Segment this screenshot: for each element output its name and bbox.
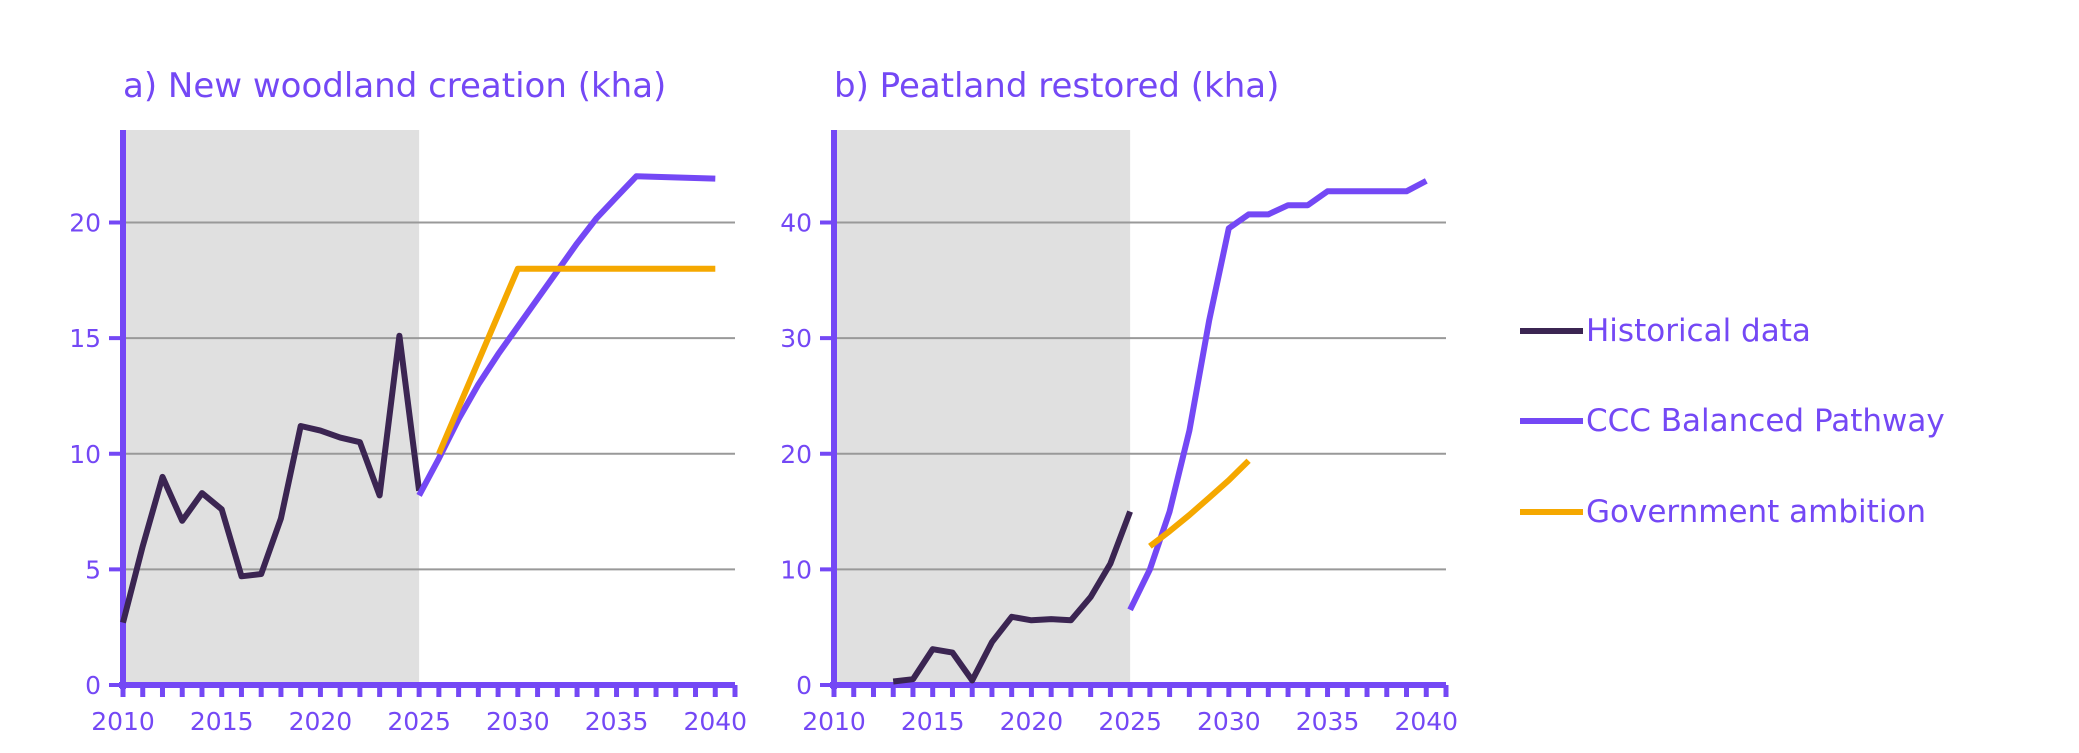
legend-label-historical: Historical data [1586,313,1811,349]
chart-title: b) Peatland restored (kha) [834,66,1279,106]
y-tick-label: 20 [780,440,812,469]
x-tick-label: 2020 [1000,707,1064,736]
y-tick-label: 30 [780,324,812,353]
y-tick-label: 40 [780,209,812,238]
historical-period-shading [123,130,420,685]
x-tick-label: 2030 [1197,707,1261,736]
y-tick-label: 10 [69,440,101,469]
series-line-ccc-woodland [416,173,716,497]
y-tick-label: 0 [796,671,812,700]
y-tick-label: 15 [69,324,101,353]
x-tick-label: 2025 [387,707,451,736]
y-tick-label: 10 [780,555,812,584]
x-tick-label: 2015 [190,707,254,736]
series-line-historical-peatland [892,510,1133,685]
legend-label-gov: Government ambition [1586,494,1926,530]
x-tick-label: 2040 [1394,707,1458,736]
legend-label-ccc: CCC Balanced Pathway [1586,403,1945,439]
x-tick-label: 2010 [802,707,866,736]
series-line-historical-woodland [120,332,423,624]
x-tick-label: 2010 [91,707,155,736]
y-tick-label: 0 [85,671,101,700]
x-tick-label: 2030 [486,707,550,736]
chart-title: a) New woodland creation (kha) [123,66,666,106]
y-tick-label: 5 [85,555,101,584]
series-line-ccc-peatland [1127,178,1428,612]
x-tick-label: 2035 [1296,707,1360,736]
panel-new-woodland: a) New woodland creation (kha)0510152020… [69,66,747,736]
series-line-gov-peatland [1148,458,1251,549]
x-tick-label: 2035 [585,707,649,736]
legend: Historical data CCC Balanced Pathway Gover… [1520,313,1945,530]
x-tick-label: 2040 [683,707,747,736]
series-line-gov-woodland [436,265,716,455]
x-tick-label: 2025 [1098,707,1162,736]
y-tick-label: 20 [69,209,101,238]
x-tick-label: 2020 [289,707,353,736]
x-tick-label: 2015 [901,707,965,736]
